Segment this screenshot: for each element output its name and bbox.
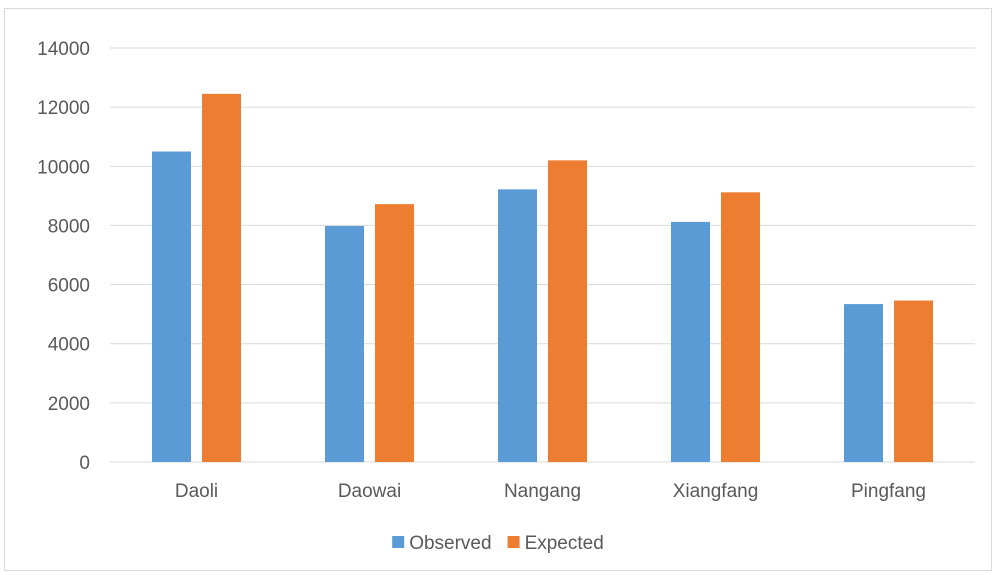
y-tick-label: 0 [79, 453, 90, 474]
y-tick-label: 8000 [48, 216, 90, 237]
legend: Observed Expected [392, 533, 604, 554]
bar-expected-xiangfang [721, 192, 760, 462]
x-tick-label: Daoli [175, 481, 218, 502]
x-tick-label: Xiangfang [673, 481, 759, 502]
bar-observed-nangang [498, 189, 537, 462]
gridlines [110, 47, 975, 463]
legend-swatch-expected [507, 536, 520, 548]
y-tick-label: 10000 [37, 157, 90, 178]
x-tick-label: Daowai [338, 481, 401, 502]
y-tick-label: 6000 [48, 276, 90, 297]
bar-observed-daoli [152, 151, 191, 462]
bar-expected-daowai [375, 204, 414, 462]
bar-observed-xiangfang [671, 221, 710, 462]
legend-label-observed: Observed [409, 533, 491, 554]
x-axis-tick-labels: Daoli Daowai Nangang Xiangfang Pingfang [175, 481, 926, 502]
x-tick-label: Nangang [504, 481, 581, 502]
bar-observed-pingfang [844, 304, 883, 462]
legend-swatch-observed [392, 536, 405, 548]
y-tick-label: 14000 [37, 39, 90, 60]
y-tick-label: 12000 [37, 98, 90, 119]
y-axis-tick-labels: 0 2000 4000 6000 8000 10000 12000 14000 [37, 39, 90, 474]
bars [152, 93, 933, 462]
bar-expected-nangang [548, 160, 587, 462]
legend-label-expected: Expected [525, 533, 604, 554]
bar-observed-daowai [325, 226, 364, 462]
y-tick-label: 4000 [48, 335, 90, 356]
bar-expected-pingfang [894, 300, 933, 462]
bar-expected-daoli [202, 93, 241, 462]
x-tick-label: Pingfang [851, 481, 926, 502]
y-tick-label: 2000 [48, 394, 90, 415]
